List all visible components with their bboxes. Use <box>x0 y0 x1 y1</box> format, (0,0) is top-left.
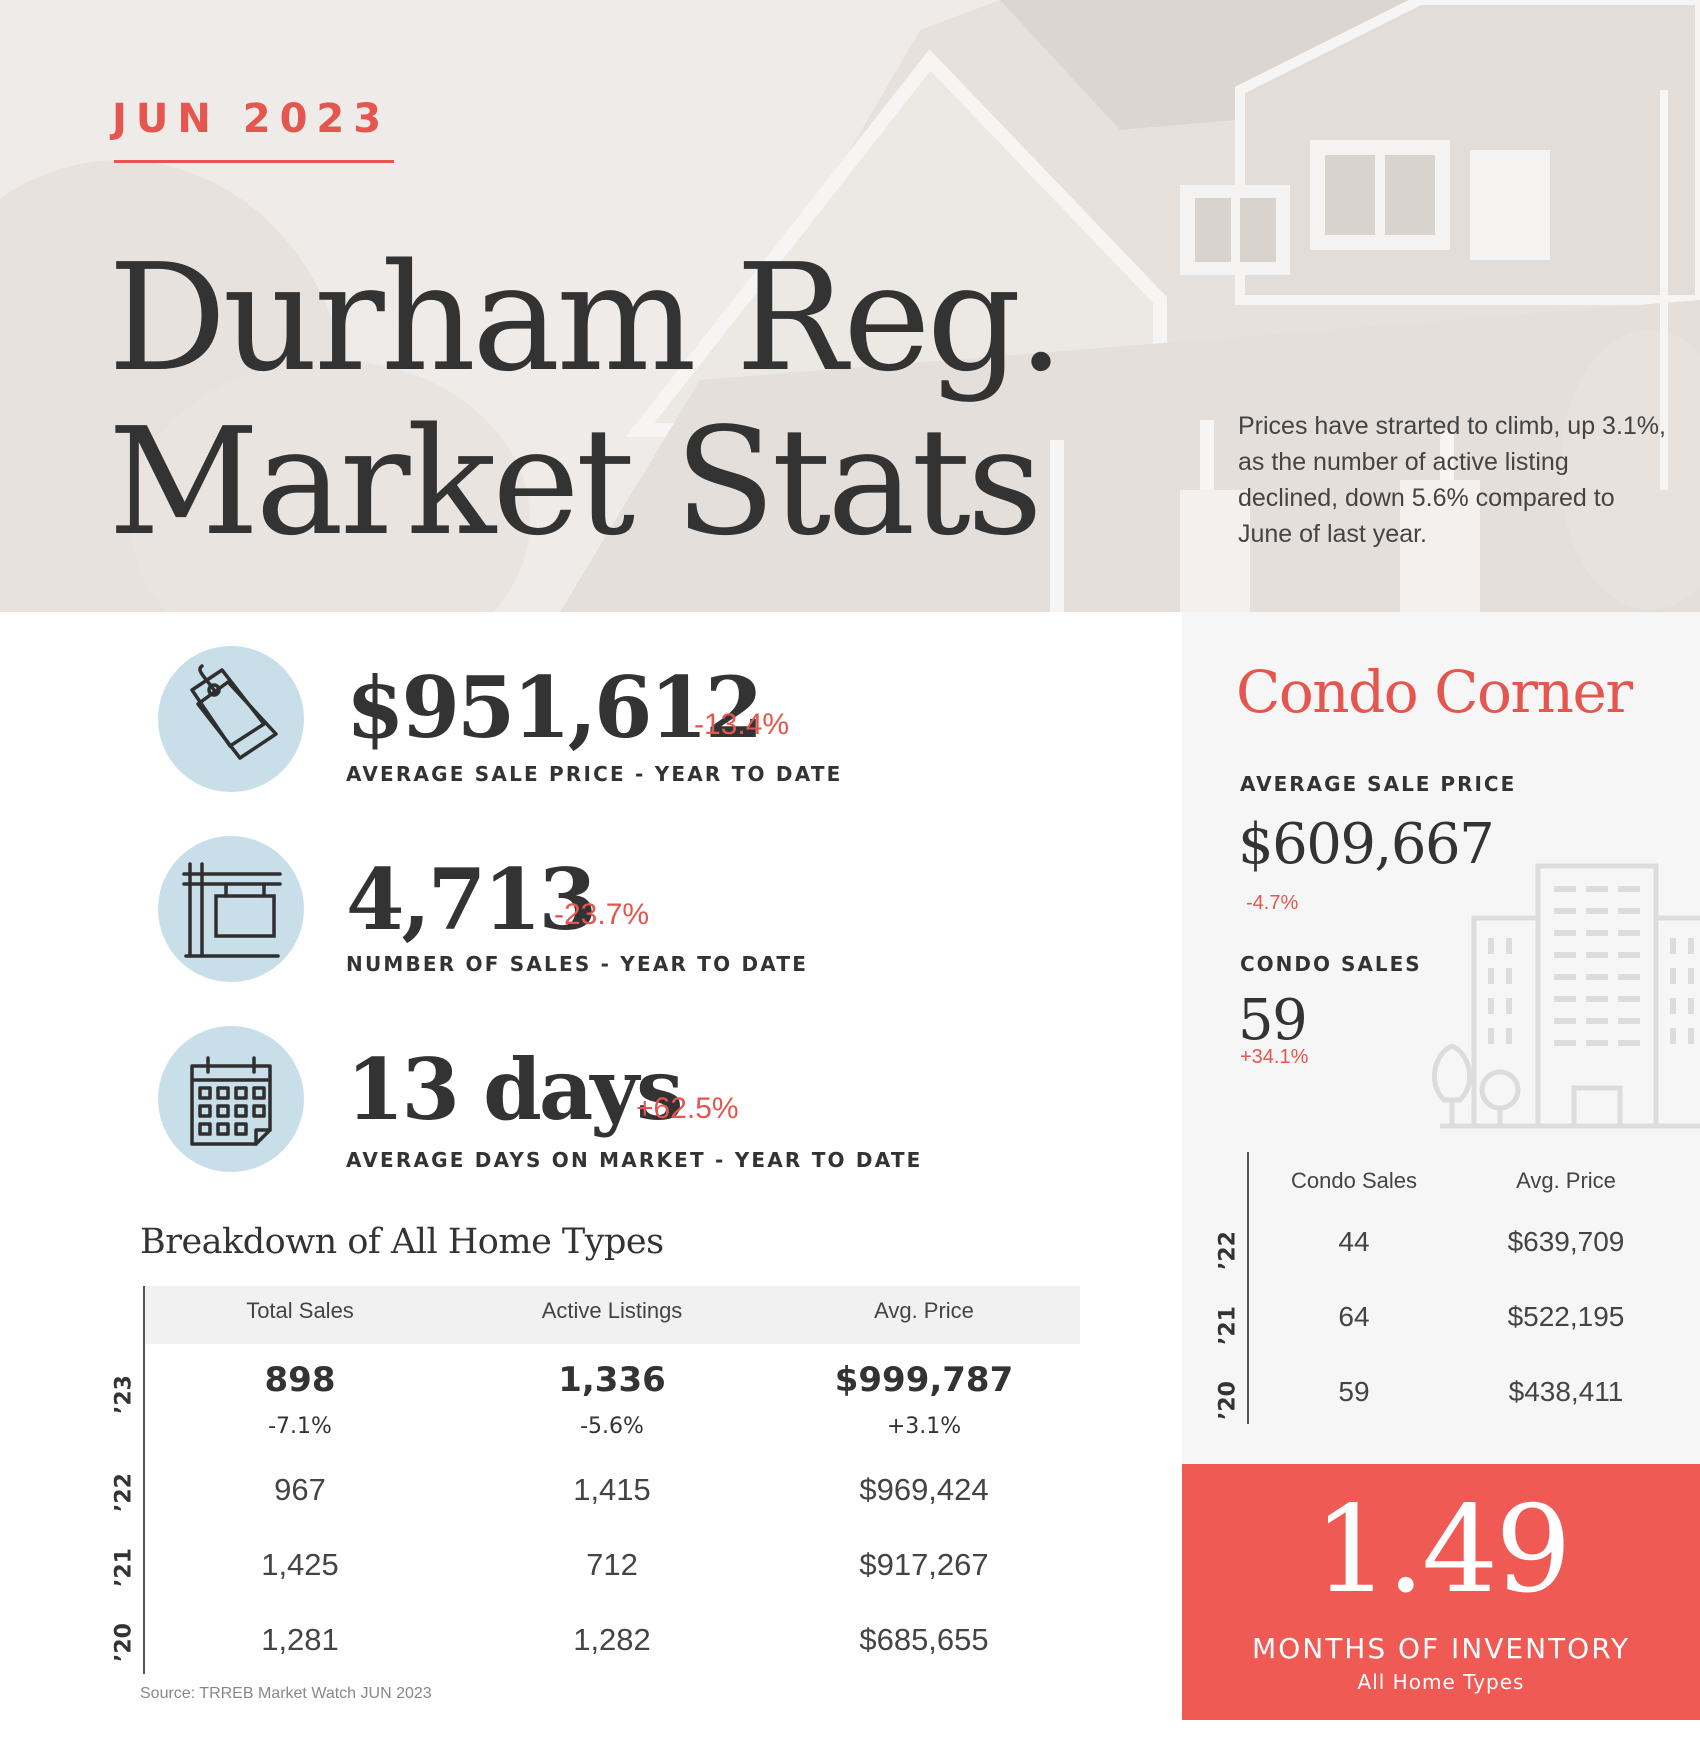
condo-table-cell-sales: 59 <box>1338 1376 1370 1407</box>
days-on-market-value: 13 days <box>346 1040 683 1139</box>
row-year-label: ’20 <box>111 1623 137 1662</box>
table-cell-total-sales: 967 <box>274 1472 326 1507</box>
condo-corner-title: Condo Corner <box>1236 658 1633 726</box>
table-cell-avg-price: $999,787 <box>834 1360 1014 1400</box>
table-cell-active-listings: 712 <box>586 1547 638 1582</box>
table-cell-avg-price-change: +3.1% <box>886 1414 962 1439</box>
number-of-sales-value: 4,713 <box>346 850 597 949</box>
condo-corner-panel: Condo Corner AVERAGE SALE PRICE $609,667… <box>1182 612 1700 1464</box>
condo-sales-value: 59 <box>1238 988 1308 1053</box>
column-header-active-listings: Active Listings <box>541 1298 683 1323</box>
row-year-label: ’23 <box>111 1375 137 1414</box>
days-on-market-label: AVERAGE DAYS ON MARKET - YEAR TO DATE <box>346 1148 923 1172</box>
source-note: Source: TRREB Market Watch JUN 2023 <box>140 1685 432 1702</box>
avg-sale-price-value: $951,612 <box>346 658 763 757</box>
calendar-icon <box>158 1026 304 1172</box>
price-tag-icon <box>158 646 304 792</box>
condo-table-divider <box>1247 1152 1249 1424</box>
sale-sign-icon <box>158 836 304 982</box>
page-title-line-1: Durham Reg. <box>108 232 1064 404</box>
avg-sale-price-label: AVERAGE SALE PRICE - YEAR TO DATE <box>346 762 843 786</box>
month-underline <box>114 160 394 163</box>
house-photo-background <box>0 0 1700 612</box>
condo-table-cell-avg-price: $639,709 <box>1507 1226 1625 1257</box>
condo-avg-price-change: -4.7% <box>1246 892 1299 914</box>
avg-sale-price-change: -13.4% <box>694 708 790 741</box>
table-cell-total-sales-change: -7.1% <box>268 1414 332 1439</box>
page-title-line-2: Market Stats <box>108 396 1043 568</box>
condo-sales-label: CONDO SALES <box>1240 952 1422 976</box>
table-cell-active-listings: 1,336 <box>558 1360 666 1400</box>
months-of-inventory-value: 1.49 <box>1313 1481 1571 1620</box>
number-of-sales-change: -23.7% <box>554 898 650 931</box>
condo-table-cell-sales: 44 <box>1338 1226 1370 1257</box>
table-cell-active-listings: 1,282 <box>573 1622 651 1657</box>
days-on-market-change: +62.5% <box>636 1092 739 1125</box>
condo-column-header-avg-price: Avg. Price <box>1516 1168 1616 1193</box>
months-of-inventory-label: MONTHS OF INVENTORY <box>1252 1632 1630 1665</box>
condo-avg-price-label: AVERAGE SALE PRICE <box>1240 772 1517 796</box>
condo-sales-change: +34.1% <box>1240 1046 1309 1068</box>
condo-table-cell-avg-price: $438,411 <box>1508 1376 1624 1407</box>
table-cell-avg-price: $969,424 <box>859 1472 989 1507</box>
table-cell-avg-price: $685,655 <box>859 1622 989 1657</box>
breakdown-divider <box>143 1286 145 1674</box>
column-header-avg-price: Avg. Price <box>874 1298 974 1323</box>
condo-row-year-label: ’22 <box>1215 1231 1241 1270</box>
condo-table-cell-avg-price: $522,195 <box>1507 1301 1625 1332</box>
condo-avg-price-value: $609,667 <box>1238 812 1495 877</box>
breakdown-table-header <box>144 1286 1080 1344</box>
column-header-total-sales: Total Sales <box>246 1298 354 1323</box>
buildings-icon <box>1432 863 1700 1129</box>
table-cell-total-sales: 898 <box>264 1360 336 1400</box>
market-summary-text: Prices have strarted to climb, up 3.1%, … <box>1238 412 1666 548</box>
row-year-label: ’21 <box>111 1548 137 1587</box>
hero-banner: JUN 2023 Durham Reg. Market Stats Prices… <box>0 0 1700 612</box>
row-year-label: ’22 <box>111 1473 137 1512</box>
table-cell-total-sales: 1,281 <box>261 1622 339 1657</box>
condo-table-cell-sales: 64 <box>1338 1301 1370 1332</box>
table-cell-avg-price: $917,267 <box>859 1547 989 1582</box>
report-month: JUN 2023 <box>112 96 391 142</box>
condo-row-year-label: ’21 <box>1215 1306 1241 1345</box>
condo-row-year-label: ’20 <box>1215 1381 1241 1420</box>
number-of-sales-label: NUMBER OF SALES - YEAR TO DATE <box>346 952 809 976</box>
months-of-inventory-sublabel: All Home Types <box>1357 1670 1525 1694</box>
condo-column-header-sales: Condo Sales <box>1291 1168 1417 1193</box>
table-cell-active-listings: 1,415 <box>573 1472 651 1507</box>
months-of-inventory-panel: 1.49 MONTHS OF INVENTORY All Home Types <box>1182 1464 1700 1720</box>
table-cell-total-sales: 1,425 <box>261 1547 339 1582</box>
breakdown-title: Breakdown of All Home Types <box>140 1222 664 1262</box>
table-cell-active-listings-change: -5.6% <box>580 1414 644 1439</box>
